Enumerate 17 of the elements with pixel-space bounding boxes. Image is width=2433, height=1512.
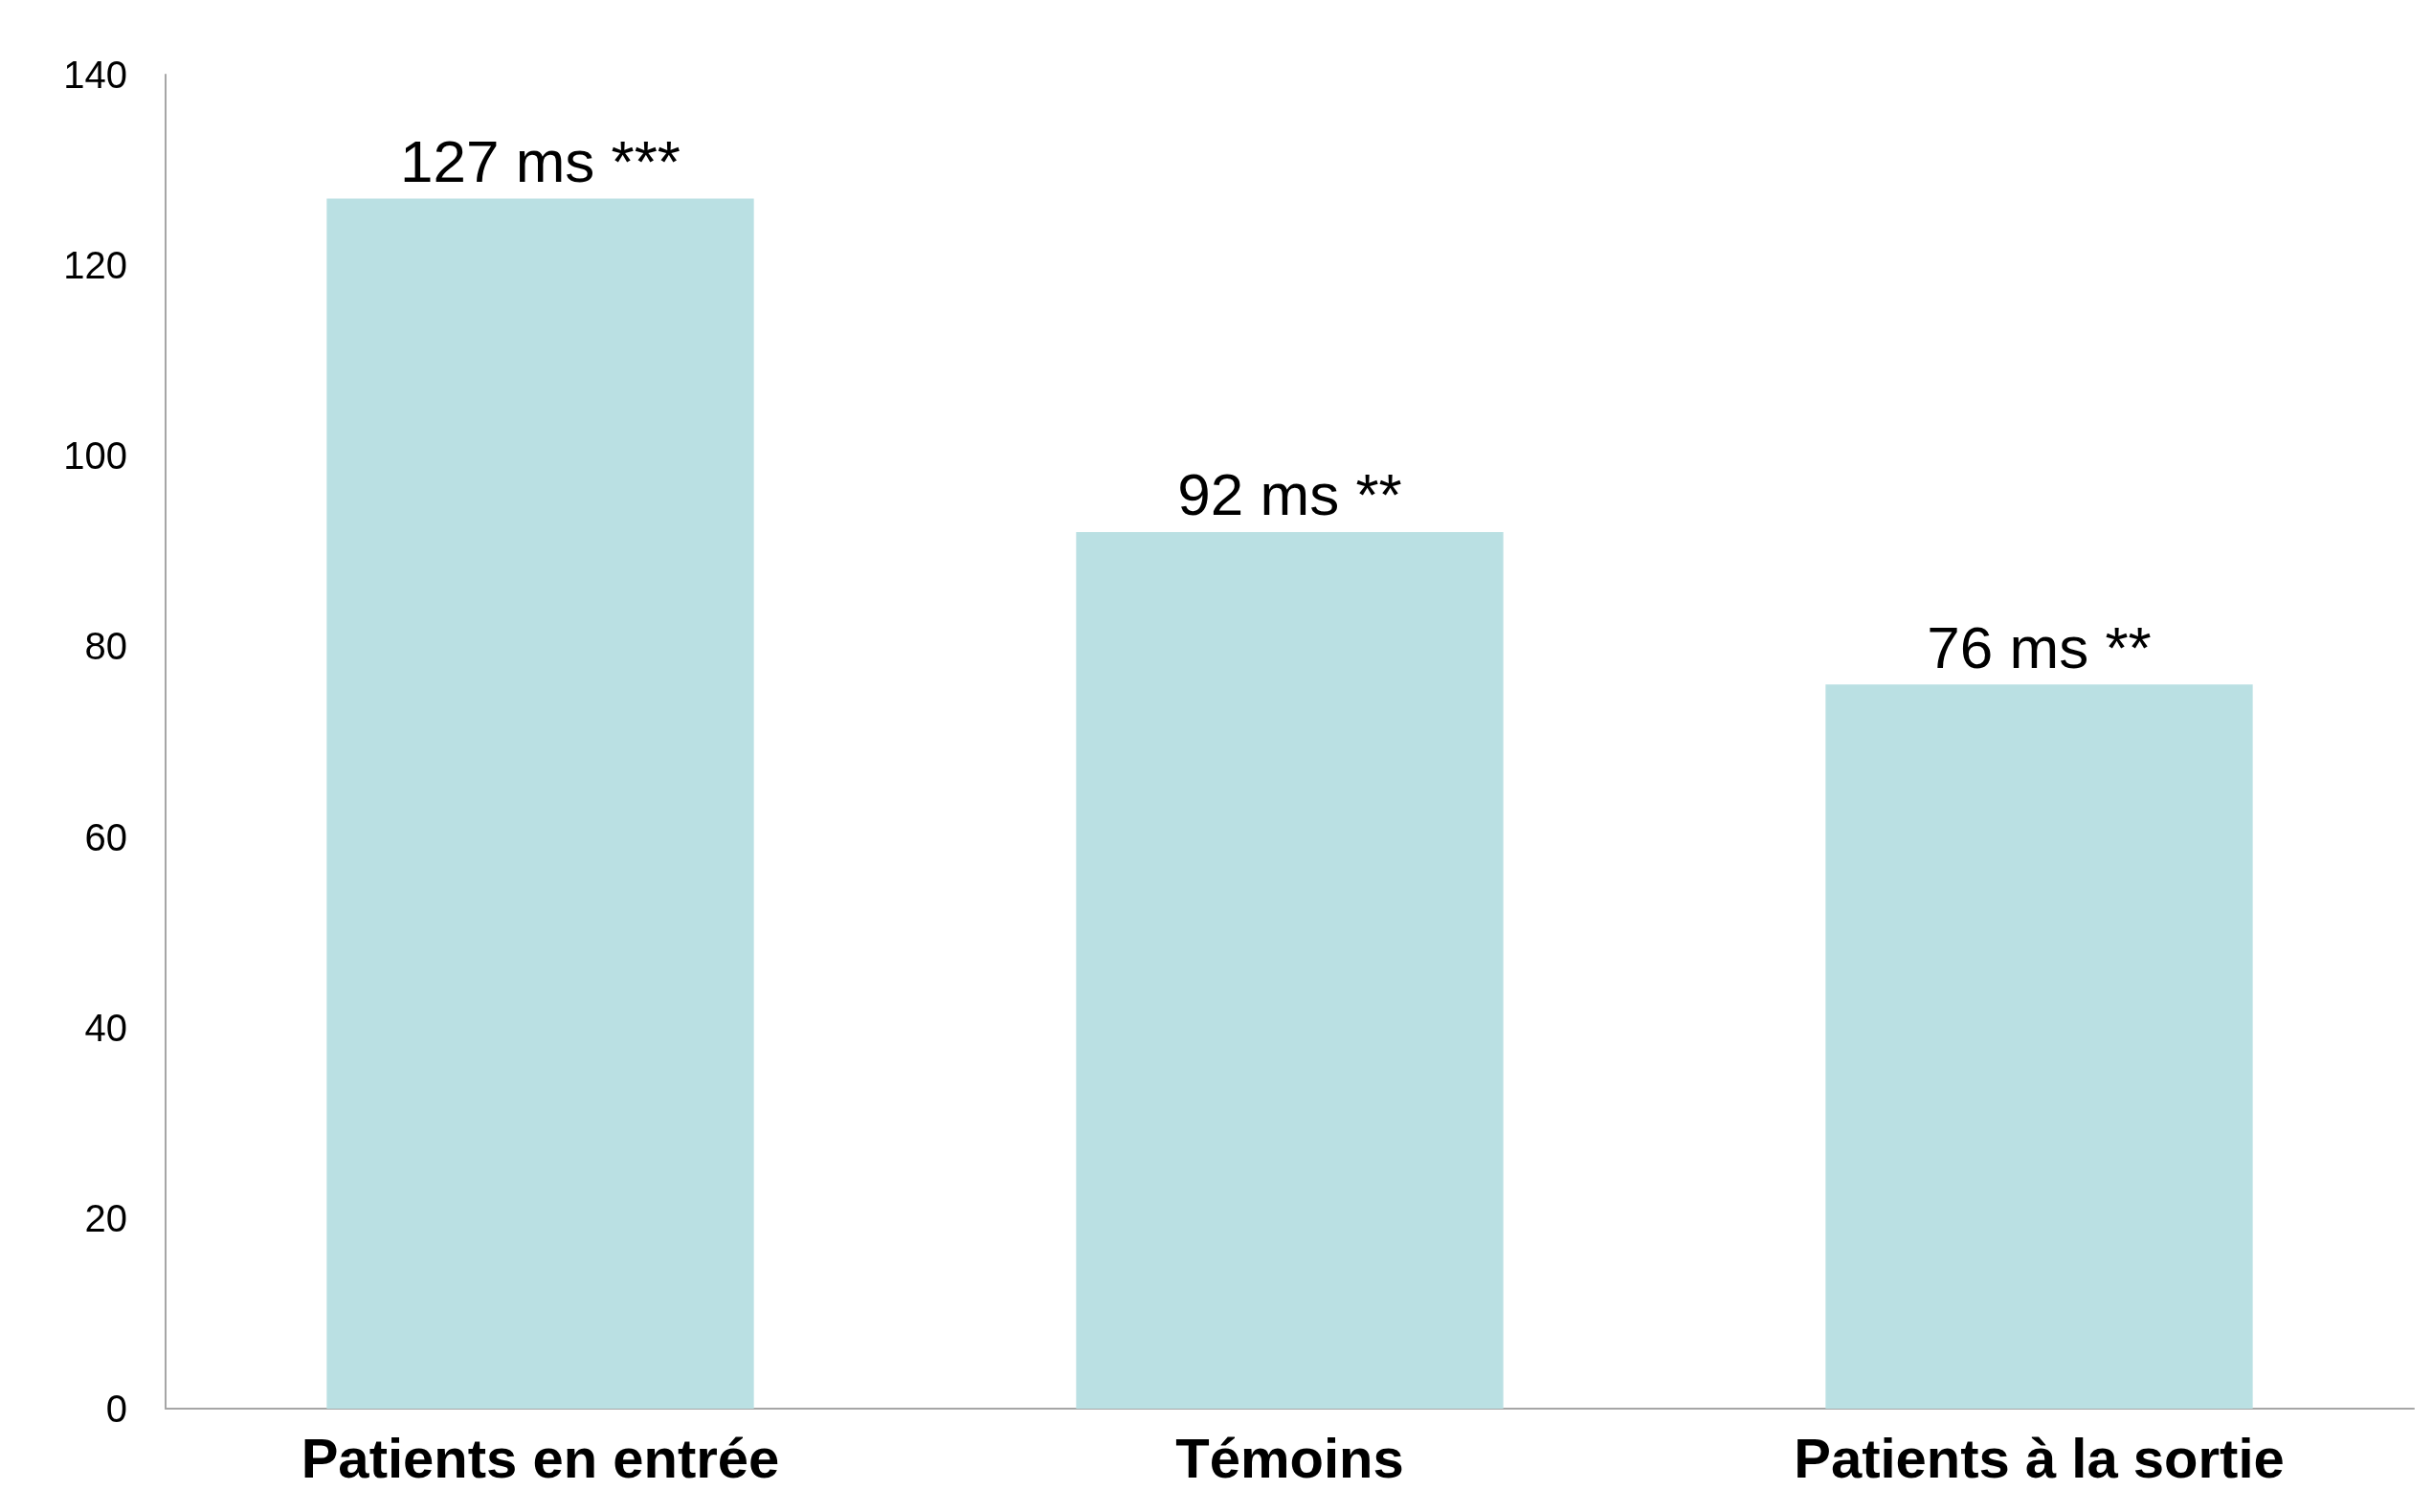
y-tick-label: 140 (63, 54, 127, 96)
x-tick-label: Témoins (1175, 1426, 1404, 1489)
data-label: 127 ms *** (400, 127, 681, 194)
bar (1825, 684, 2253, 1409)
y-tick-label: 20 (84, 1196, 127, 1239)
y-tick-label: 40 (84, 1006, 127, 1049)
y-tick-label: 80 (84, 625, 127, 668)
bar (326, 198, 754, 1409)
y-tick-label: 60 (84, 815, 127, 858)
bar (1076, 531, 1504, 1409)
y-tick-label: 120 (63, 244, 127, 287)
data-label: 76 ms ** (1927, 613, 2152, 680)
y-tick-label: 100 (63, 434, 127, 478)
y-tick-label: 0 (105, 1388, 127, 1430)
x-tick-label: Patients à la sortie (1794, 1426, 2285, 1489)
data-label: 92 ms ** (1177, 461, 1402, 528)
x-tick-label: Patients en entrée (301, 1426, 780, 1489)
